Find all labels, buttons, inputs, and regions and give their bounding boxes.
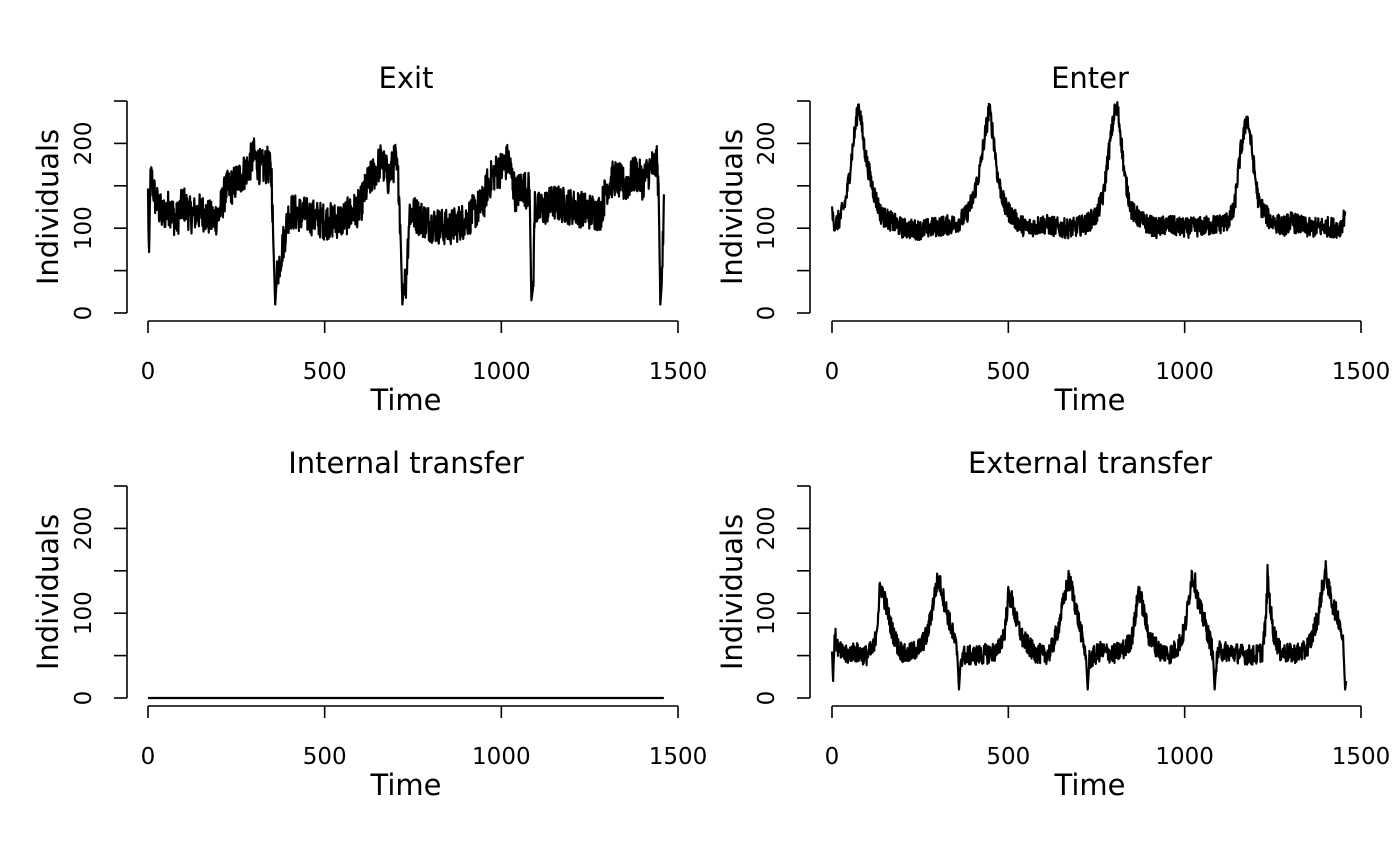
y-tick-label: 100 [754,591,780,635]
x-axis-label: Time [1054,383,1126,417]
y-axis-label: Individuals [31,129,65,285]
y-tick-label: 200 [754,506,780,550]
y-axis-label: Individuals [715,129,749,285]
x-tick-label: 1500 [1332,359,1391,385]
x-axis-label: Time [370,383,442,417]
y-tick-label: 0 [754,691,780,706]
y-tick-label: 200 [71,506,97,550]
x-tick-label: 500 [303,359,347,385]
x-tick-label: 500 [303,744,347,770]
y-tick-label: 100 [754,206,780,250]
panel-title: Internal transfer [288,446,524,480]
x-tick-label: 0 [825,744,840,770]
x-tick-label: 1500 [1332,744,1391,770]
x-tick-label: 0 [141,744,156,770]
x-tick-label: 0 [825,359,840,385]
y-tick-label: 100 [71,206,97,250]
series-line [146,137,665,306]
series-line [830,101,1347,241]
panel-title: Exit [379,61,434,95]
x-tick-label: 1500 [649,744,708,770]
x-tick-label: 1000 [1155,359,1214,385]
y-tick-label: 0 [754,306,780,321]
y-tick-label: 0 [71,306,97,321]
panel-title: External transfer [968,446,1212,480]
panel-enter: Enter Time Individuals 0 500 1000 1500 0 100 2… [715,61,1390,417]
x-tick-label: 1000 [472,744,531,770]
y-tick-label: 200 [71,121,97,165]
x-tick-label: 500 [986,744,1030,770]
x-axis-label: Time [1054,768,1126,802]
x-tick-label: 0 [141,359,156,385]
x-tick-label: 1500 [649,359,708,385]
panel-title: Enter [1051,61,1129,95]
x-tick-label: 1000 [472,359,531,385]
x-axis-label: Time [370,768,442,802]
series-line [830,560,1348,691]
x-tick-label: 500 [986,359,1030,385]
y-axis-label: Individuals [715,514,749,670]
y-axis-label: Individuals [31,514,65,670]
panel-exit: Exit Time Individuals 0 500 1000 1500 0 100 20… [31,61,707,417]
y-tick-label: 0 [71,691,97,706]
y-tick-label: 100 [71,591,97,635]
y-tick-label: 200 [754,121,780,165]
x-tick-label: 1000 [1155,744,1214,770]
panel-internal-transfer: Internal transfer Time Individuals 0 500 1… [31,446,707,802]
panel-external-transfer: External transfer Time Individuals 0 500 1… [715,446,1390,802]
